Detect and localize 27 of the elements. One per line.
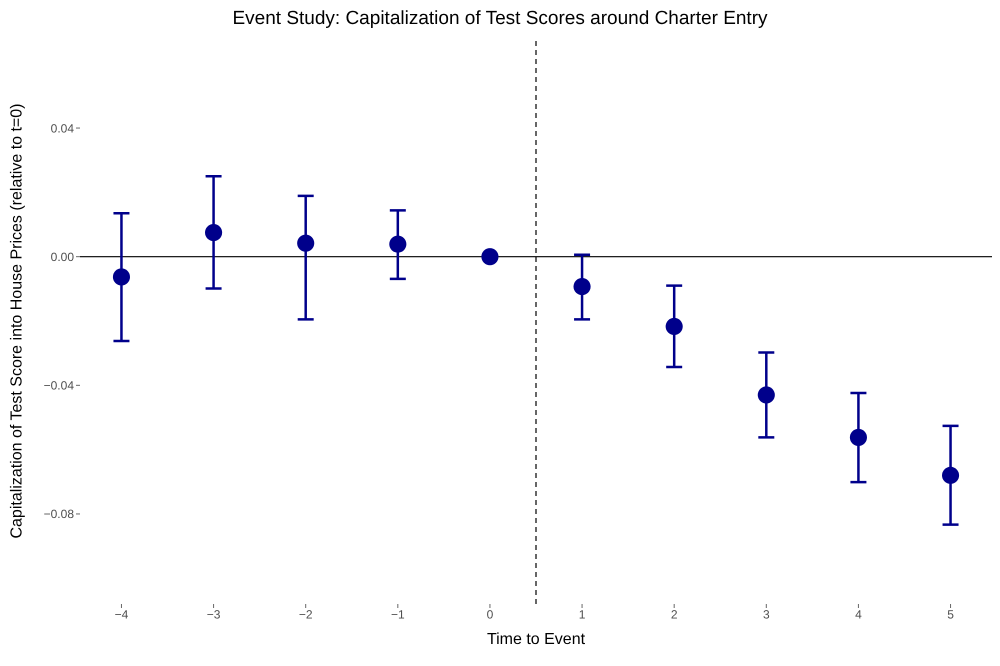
- y-tick-label: −0.08: [44, 507, 74, 522]
- point: [481, 248, 498, 266]
- point: [297, 234, 314, 252]
- x-tick-label: 5: [947, 608, 954, 622]
- x-tick-label: −4: [114, 608, 129, 622]
- x-tick-label: 1: [578, 608, 586, 622]
- x-tick-label: −2: [298, 608, 313, 622]
- point: [112, 268, 130, 286]
- x-tick-label: 4: [855, 608, 862, 622]
- y-tick-label: 0.00: [50, 250, 74, 264]
- point: [666, 318, 683, 336]
- point: [942, 466, 960, 484]
- x-tick-label: −3: [206, 608, 221, 622]
- x-tick-label: 3: [762, 608, 770, 622]
- point: [758, 386, 775, 404]
- x-axis-title: Time to Event: [486, 631, 586, 648]
- point: [850, 428, 867, 446]
- point: [389, 236, 406, 253]
- y-tick-label: 0.04: [50, 121, 74, 136]
- point: [574, 278, 591, 296]
- x-tick-label: 0: [486, 608, 494, 622]
- chart-title: Event Study: Capitalization of Test Scores around Charter Entry: [231, 8, 769, 31]
- x-tick-label: −1: [390, 608, 405, 622]
- point: [205, 224, 222, 242]
- y-tick-label: −0.04: [44, 378, 74, 393]
- x-tick-label: 2: [670, 608, 678, 622]
- y-axis-title: Capitalization of Test Score into House Prices (relative to t=0): [8, 103, 26, 539]
